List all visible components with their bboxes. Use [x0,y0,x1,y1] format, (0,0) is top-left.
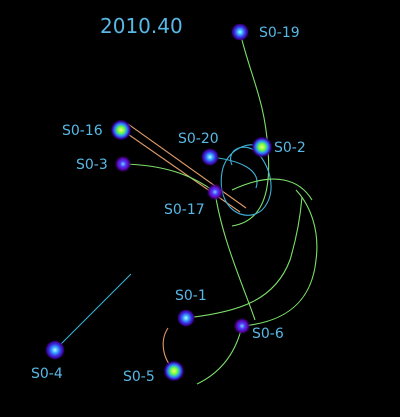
star-label-s017: S0-17 [164,202,205,218]
star-s05: S0-5 [123,360,185,385]
star-s019: S0-19 [231,23,300,41]
star-label-s05: S0-5 [123,369,155,385]
star-s01: S0-1 [175,288,207,327]
stars-layer: S0-19 S0-16 S0-20 S0-2 S0-3 S0-17 S0-1 S0-6 S0-4… [31,23,306,385]
orbit-s0-3 [122,163,216,193]
star-glow-s02 [251,136,273,158]
star-label-s016: S0-16 [62,123,103,139]
star-s02: S0-2 [251,136,306,158]
star-label-s06: S0-6 [252,326,284,342]
star-s020: S0-20 [178,131,219,166]
orbit-s0-1 [185,196,303,319]
orbit-s0-19 [231,31,270,227]
star-glow-s03 [114,155,132,173]
star-glow-s020 [201,148,219,166]
star-label-s019: S0-19 [259,25,300,41]
orbit-s0-16-b [127,123,247,209]
star-s03: S0-3 [76,155,132,173]
star-s017: S0-17 [164,183,224,218]
star-s016: S0-16 [62,119,132,141]
star-glow-s04 [45,340,65,360]
star-glow-s017 [206,183,224,201]
orbit-s0-6-b [196,325,243,385]
star-s06: S0-6 [233,317,284,342]
star-label-s020: S0-20 [178,131,219,147]
star-label-s01: S0-1 [175,288,207,304]
star-label-s02: S0-2 [274,140,306,156]
star-glow-s06 [233,317,251,335]
star-label-s04: S0-4 [31,366,63,382]
orbit-s0-6 [241,189,318,327]
star-glow-s01 [177,309,195,327]
orbit-s0-2 [220,144,272,216]
star-glow-s016 [110,119,132,141]
epoch-label: 2010.40 [100,14,183,38]
star-s04: S0-4 [31,340,65,382]
orbit-s0-17 [214,191,256,321]
orbit-s0-17-b [231,178,313,201]
orbit-s0-4 [54,273,132,351]
star-label-s03: S0-3 [76,157,108,173]
star-glow-s019 [231,23,249,41]
star-glow-s05 [163,360,185,382]
